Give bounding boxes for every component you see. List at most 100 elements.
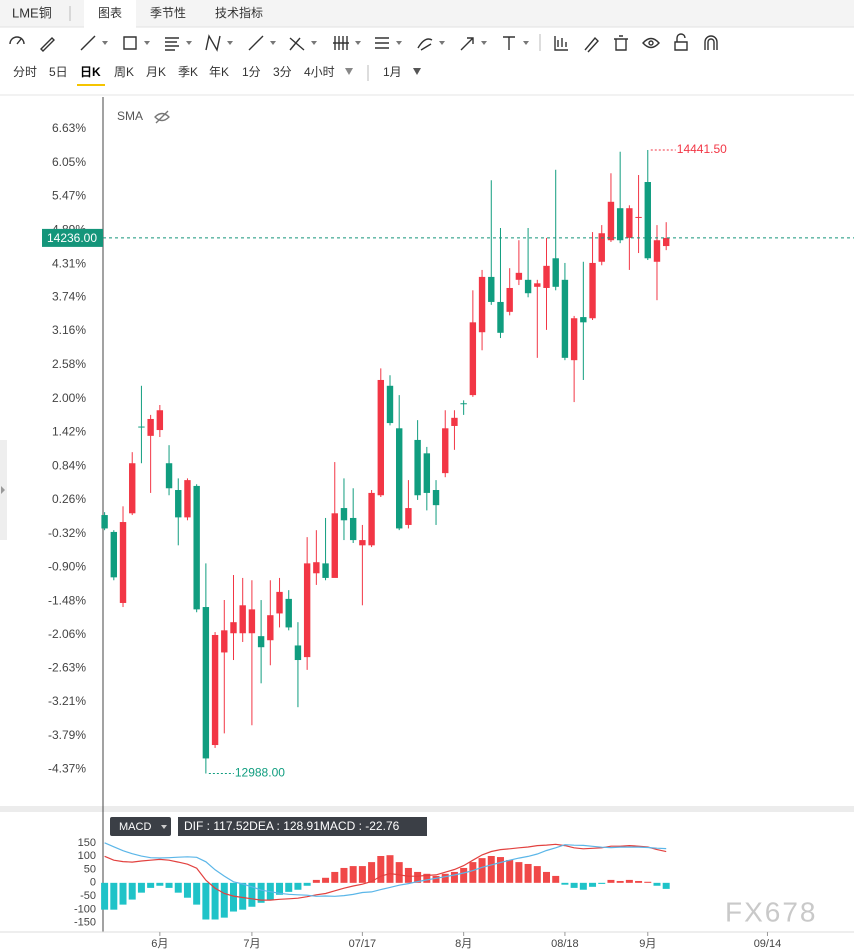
macd-bar <box>137 882 145 893</box>
tool-icon[interactable] <box>80 35 96 51</box>
tool-dropdown[interactable] <box>396 41 402 45</box>
macd-bar <box>276 882 284 895</box>
tool-icon[interactable] <box>165 37 179 51</box>
macd-bar <box>625 879 633 883</box>
macd-bar <box>119 882 127 905</box>
candle-body <box>221 630 228 653</box>
tool-icon[interactable] <box>248 35 264 51</box>
macd-bar <box>469 862 477 883</box>
candle-body <box>497 301 504 333</box>
y-tick-label: 0.26% <box>52 492 86 506</box>
y-tick-label: -0.90% <box>48 560 86 574</box>
hide-icon[interactable] <box>154 110 170 124</box>
interval-dropdown[interactable] <box>413 68 421 75</box>
candle-body <box>451 417 458 426</box>
tab[interactable]: 季节性 <box>150 6 186 20</box>
period-option[interactable]: 4小时 <box>304 65 335 79</box>
low-label: 12988.00 <box>235 766 285 780</box>
candle-body <box>524 279 532 294</box>
tool-dropdown[interactable] <box>186 41 192 45</box>
legend-name: DIF <box>184 819 203 833</box>
macd-bar <box>506 859 514 883</box>
period-underline <box>77 84 105 86</box>
tool-dropdown[interactable] <box>270 41 276 45</box>
legend-value: 128.91 <box>283 819 320 833</box>
macd-bar <box>229 882 237 912</box>
period-dropdown[interactable] <box>345 68 353 75</box>
y-tick-label: 3.16% <box>52 323 86 337</box>
tool-icon[interactable] <box>554 36 568 51</box>
tool-icon[interactable] <box>333 36 349 50</box>
candle-body <box>285 598 292 628</box>
candle-body <box>598 233 605 262</box>
period-option[interactable]: 年K <box>209 65 229 79</box>
tool-icon[interactable] <box>614 35 628 51</box>
tool-dropdown[interactable] <box>144 41 150 45</box>
tab[interactable]: 图表 <box>98 6 122 20</box>
period-option[interactable]: 5日 <box>49 65 68 79</box>
tool-icon[interactable] <box>375 37 389 49</box>
candle-body <box>359 540 366 546</box>
y-tick-label: 150 <box>78 837 96 849</box>
tool-icon[interactable] <box>205 34 221 52</box>
period-option[interactable]: 月K <box>146 65 166 79</box>
tool-dropdown[interactable] <box>355 41 361 45</box>
candle-body <box>635 216 642 218</box>
macd-bar <box>165 882 173 888</box>
period-option[interactable]: 分时 <box>13 65 37 79</box>
period-option[interactable]: 3分 <box>273 65 292 79</box>
tool-icon[interactable] <box>704 35 718 50</box>
macd-bar <box>552 875 560 883</box>
interval-option[interactable]: 1月 <box>383 65 402 79</box>
y-tick-label: 4.31% <box>52 256 86 270</box>
tab[interactable]: 技术指标 <box>215 5 263 20</box>
tool-icon[interactable] <box>584 36 599 53</box>
candle-body <box>534 283 541 287</box>
tool-dropdown[interactable] <box>102 41 108 45</box>
legend-separator: : <box>273 819 283 833</box>
period-option[interactable]: 季K <box>178 65 198 79</box>
tool-icon[interactable] <box>9 36 25 45</box>
tool-dropdown[interactable] <box>227 41 233 45</box>
tool-dropdown[interactable] <box>311 41 317 45</box>
macd-bar <box>202 882 210 920</box>
macd-bar <box>193 882 201 905</box>
macd-bar <box>358 866 366 883</box>
symbol-label: LME铜 <box>12 5 52 20</box>
y-tick-label: 2.58% <box>52 357 86 371</box>
tool-icon[interactable] <box>642 37 660 49</box>
candle-body <box>129 463 136 514</box>
candle-body <box>561 279 569 358</box>
macd-bar <box>543 871 551 883</box>
macd-bar <box>294 882 302 890</box>
macd-bar <box>598 882 606 884</box>
tool-icon[interactable] <box>123 36 137 50</box>
tool-icon[interactable] <box>503 36 515 50</box>
period-option[interactable]: 1分 <box>242 65 261 79</box>
tool-dropdown[interactable] <box>481 41 487 45</box>
candle-body <box>580 317 587 323</box>
tool-icon[interactable] <box>289 37 305 51</box>
tool-icon[interactable] <box>417 38 433 51</box>
last-price-label: 14236.00 <box>47 231 97 245</box>
tool-dropdown[interactable] <box>523 41 529 45</box>
period-option[interactable]: 日K <box>80 65 101 79</box>
y-tick-label: 5.47% <box>52 189 86 203</box>
indicator-button[interactable] <box>110 817 171 836</box>
y-tick-label: 3.74% <box>52 289 86 303</box>
candle-body <box>589 262 596 319</box>
candle-body <box>377 379 384 496</box>
macd-bar <box>386 855 394 883</box>
tool-icon[interactable] <box>40 37 55 52</box>
period-option[interactable]: 周K <box>114 65 134 79</box>
last-price-box <box>42 228 103 247</box>
macd-bar <box>662 882 670 889</box>
tool-icon[interactable] <box>460 37 474 51</box>
candle-body <box>110 531 118 578</box>
tool-dropdown[interactable] <box>439 41 445 45</box>
tool-icon[interactable] <box>674 33 688 51</box>
y-tick-label: -150 <box>74 917 96 929</box>
macd-bar <box>340 867 348 883</box>
candle-body <box>626 208 633 238</box>
